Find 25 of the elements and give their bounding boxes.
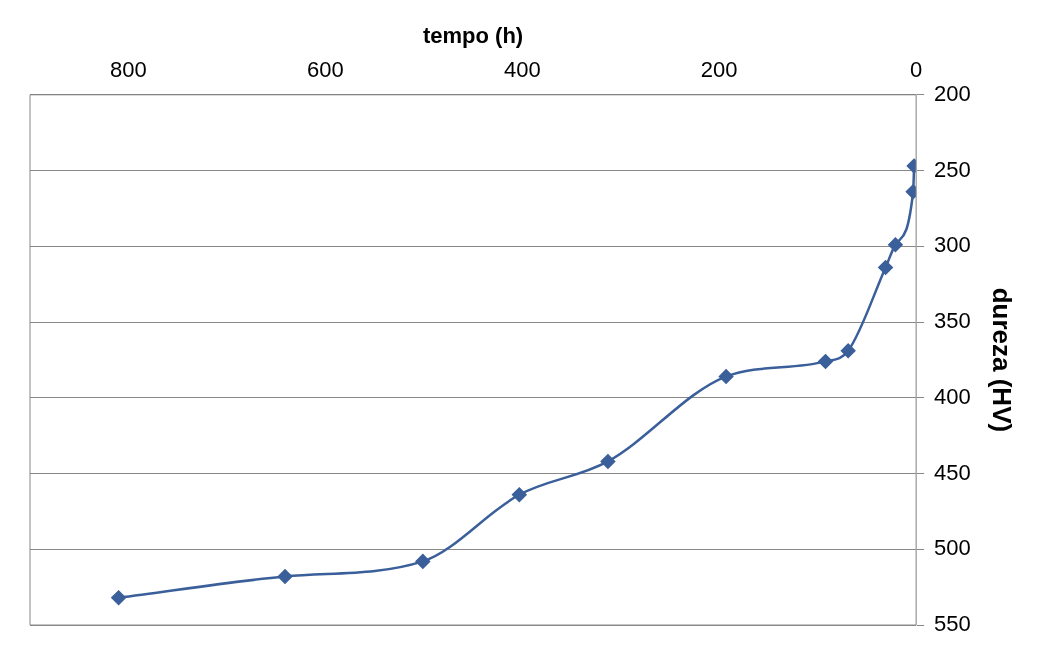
y-tick-label: 250 xyxy=(934,156,971,182)
x-tick-label: 800 xyxy=(110,56,147,82)
point xyxy=(512,487,527,502)
y-tick-label: 200 xyxy=(934,80,971,106)
point xyxy=(277,569,293,584)
point xyxy=(888,237,903,253)
y-tick-label: 500 xyxy=(934,535,971,561)
point xyxy=(415,554,431,569)
y-tick-label: 400 xyxy=(934,383,971,409)
point xyxy=(600,454,616,469)
point xyxy=(718,369,734,384)
x-tick-label: 400 xyxy=(503,56,541,82)
y-tick-label: 300 xyxy=(934,232,971,258)
x-tick-label: 0 xyxy=(909,56,923,82)
y-tick-label: 550 xyxy=(934,611,971,637)
point xyxy=(840,343,856,359)
x-tick-label: 200 xyxy=(700,56,738,82)
x-tick-label: 600 xyxy=(307,56,344,82)
x-axis-title: tempo (h) xyxy=(422,23,524,49)
point xyxy=(878,260,893,275)
point xyxy=(111,590,126,605)
point xyxy=(818,354,833,369)
y-axis-title: dureza (HV) xyxy=(987,287,1018,433)
y-tick-label: 450 xyxy=(934,459,971,485)
y-tick-label: 350 xyxy=(934,308,971,334)
